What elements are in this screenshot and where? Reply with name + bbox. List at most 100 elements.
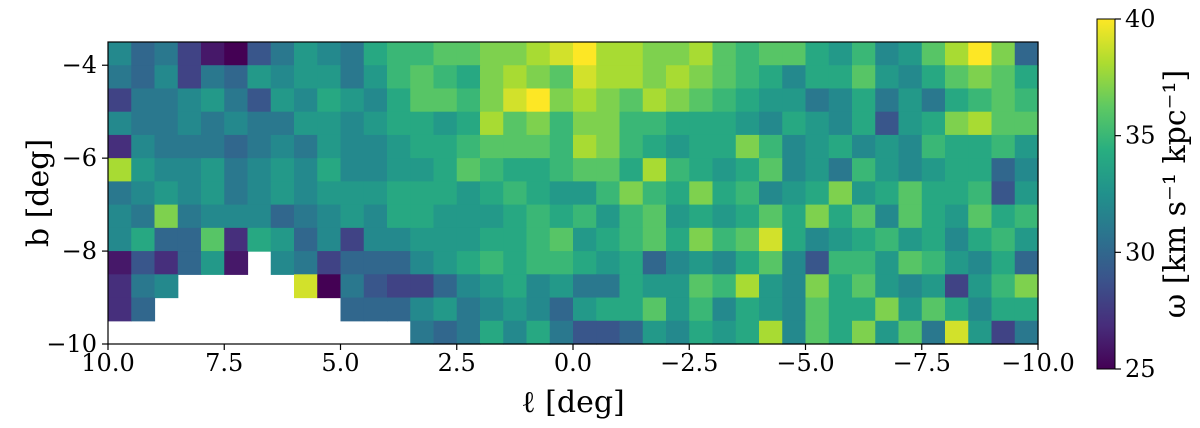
- heatmap-cell: [387, 204, 411, 229]
- heatmap-cell: [294, 158, 318, 182]
- heatmap-cell: [340, 134, 365, 159]
- heatmap-cell: [619, 320, 644, 345]
- heatmap-cell: [689, 274, 714, 299]
- heatmap-cell: [247, 88, 272, 113]
- heatmap-cell: [526, 65, 551, 90]
- heatmap-cell: [991, 134, 1016, 159]
- heatmap-cell: [1014, 320, 1039, 345]
- heatmap-cell: [503, 134, 528, 159]
- heatmap-cell: [852, 134, 876, 159]
- heatmap-cell: [852, 297, 876, 322]
- heatmap-cell: [898, 297, 923, 322]
- heatmap-cell: [642, 320, 667, 345]
- heatmap-cell: [410, 158, 435, 182]
- heatmap-cell: [456, 297, 481, 322]
- heatmap-cell: [642, 204, 667, 229]
- heatmap-cell: [689, 251, 714, 275]
- heatmap-cell: [596, 320, 621, 345]
- heatmap-cell: [828, 320, 853, 345]
- heatmap-cell: [921, 274, 946, 299]
- heatmap-cell: [805, 181, 830, 206]
- heatmap-cell: [503, 158, 528, 182]
- heatmap-cell: [921, 251, 946, 275]
- heatmap-cell: [549, 204, 574, 229]
- heatmap-cell: [573, 181, 597, 206]
- heatmap-cell: [573, 274, 597, 299]
- heatmap-cell: [154, 42, 179, 66]
- heatmap-cell: [294, 111, 318, 136]
- heatmap-cell: [712, 65, 737, 90]
- heatmap-cell: [805, 274, 830, 299]
- heatmap-cell: [852, 227, 876, 252]
- heatmap-cell: [666, 42, 690, 66]
- heatmap-cell: [642, 158, 667, 182]
- heatmap-cell: [782, 251, 807, 275]
- heatmap-cell: [549, 227, 574, 252]
- heatmap-cell: [1014, 181, 1039, 206]
- heatmap-cell: [108, 181, 132, 206]
- heatmap-cell: [177, 227, 202, 252]
- heatmap-cell: [294, 88, 318, 113]
- heatmap-cell: [805, 111, 830, 136]
- heatmap-cell: [131, 274, 156, 299]
- heatmap-cell: [433, 111, 458, 136]
- heatmap-cell: [689, 134, 714, 159]
- heatmap-cell: [875, 134, 900, 159]
- heatmap-cell: [317, 204, 342, 229]
- heatmap-cell: [712, 181, 737, 206]
- heatmap-cell: [968, 274, 993, 299]
- heatmap-cell: [945, 134, 969, 159]
- heatmap-cell: [898, 227, 923, 252]
- heatmap-cell: [945, 320, 969, 345]
- heatmap-cell: [898, 251, 923, 275]
- heatmap-cell: [480, 111, 504, 136]
- heatmap-cell: [201, 158, 225, 182]
- heatmap-cell: [410, 204, 435, 229]
- heatmap-cell: [875, 181, 900, 206]
- heatmap-cell: [270, 111, 295, 136]
- heatmap-cell: [363, 297, 388, 322]
- heatmap-cell: [619, 227, 644, 252]
- heatmap-cell: [712, 88, 737, 113]
- heatmap-cell: [619, 42, 644, 66]
- heatmap-cell: [945, 251, 969, 275]
- heatmap-cell: [619, 297, 644, 322]
- heatmap-cell: [666, 320, 690, 345]
- heatmap-cell: [735, 274, 760, 299]
- heatmap-cell: [596, 227, 621, 252]
- heatmap-cell: [270, 134, 295, 159]
- heatmap-cell: [596, 65, 621, 90]
- heatmap-cell: [456, 65, 481, 90]
- heatmap-cell: [642, 251, 667, 275]
- heatmap-cell: [410, 134, 435, 159]
- heatmap-cell: [340, 65, 365, 90]
- colorbar: 25 30 35 40: [1096, 5, 1156, 383]
- heatmap-cell: [154, 111, 179, 136]
- heatmap-cell: [852, 158, 876, 182]
- heatmap-cell: [363, 204, 388, 229]
- heatmap-cell: [828, 111, 853, 136]
- heatmap-cell: [131, 134, 156, 159]
- heatmap-cell: [340, 88, 365, 113]
- heatmap-cell: [689, 42, 714, 66]
- heatmap-cell: [526, 181, 551, 206]
- heatmap-cell: [573, 227, 597, 252]
- heatmap-cell: [875, 251, 900, 275]
- heatmap-cell: [759, 111, 783, 136]
- heatmap-cell: [131, 181, 156, 206]
- heatmap-cell: [596, 88, 621, 113]
- heatmap-cell: [387, 158, 411, 182]
- heatmap-cell: [666, 134, 690, 159]
- heatmap-cell: [480, 204, 504, 229]
- heatmap-cell: [573, 88, 597, 113]
- heatmap-cell: [247, 181, 272, 206]
- heatmap-cell: [363, 251, 388, 275]
- heatmap-cell: [759, 297, 783, 322]
- heatmap-cell: [270, 181, 295, 206]
- heatmap-cell: [991, 65, 1016, 90]
- heatmap-cell: [1014, 251, 1039, 275]
- heatmap-cell: [921, 320, 946, 345]
- heatmap-cell: [642, 227, 667, 252]
- heatmap-cell: [945, 204, 969, 229]
- heatmap-cell: [177, 111, 202, 136]
